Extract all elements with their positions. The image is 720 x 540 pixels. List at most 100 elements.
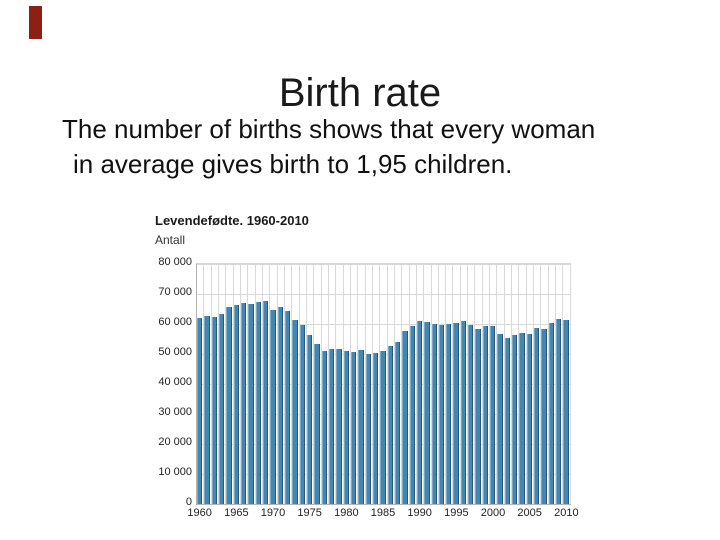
bar — [490, 326, 496, 504]
page-title: Birth rate — [278, 70, 442, 115]
bar — [321, 351, 327, 504]
bar — [446, 323, 452, 504]
x-axis-tick-label: 1980 — [334, 507, 359, 519]
bar-column — [328, 264, 337, 504]
bar-column — [204, 264, 212, 504]
slide-accent-bar — [29, 6, 42, 39]
body-text-line-1: The number of births shows that every wo… — [62, 114, 596, 144]
bar — [380, 350, 386, 504]
bar — [226, 307, 232, 504]
bar — [292, 320, 298, 504]
bar — [409, 326, 415, 504]
bar-column — [358, 264, 366, 504]
bar-column — [548, 264, 557, 504]
x-axis-tick-label: 2005 — [517, 507, 542, 519]
y-axis-tick-label: 80 000 — [158, 256, 192, 268]
bar-column — [350, 264, 359, 504]
bar-column — [490, 264, 498, 504]
bar — [497, 333, 503, 504]
bar-column — [416, 264, 425, 504]
bar-column — [446, 264, 454, 504]
bar — [365, 354, 371, 504]
bar — [394, 341, 401, 504]
x-axis-tick-label: 1965 — [224, 507, 249, 519]
bar-column — [343, 264, 351, 504]
bar-column — [380, 264, 388, 504]
y-axis-tick-label: 50 000 — [158, 346, 192, 358]
bar — [402, 331, 408, 504]
bar-column — [240, 264, 249, 504]
bar — [350, 351, 357, 504]
bar-column — [292, 264, 300, 504]
bar-column — [409, 264, 417, 504]
births-bar-chart: Levendefødte. 1960-2010 Antall 0 10 000 20… — [150, 213, 610, 535]
bar — [248, 303, 254, 504]
bar-column — [372, 264, 381, 504]
y-axis-tick-label: 60 000 — [158, 316, 192, 328]
bar-column — [336, 264, 344, 504]
bar — [299, 325, 305, 504]
x-axis-tick-label: 2000 — [480, 507, 506, 519]
gridline-horizontal — [197, 264, 571, 265]
y-axis-tick-label: 30 000 — [158, 406, 192, 418]
bar — [284, 311, 291, 504]
bar-column — [262, 264, 271, 504]
bar-column — [519, 264, 527, 504]
gridline-horizontal — [197, 324, 571, 325]
bar — [512, 334, 518, 504]
bar-column — [314, 264, 322, 504]
bar-column — [277, 264, 285, 504]
bar-column — [534, 264, 542, 504]
bar — [504, 337, 511, 504]
bar — [475, 328, 481, 504]
bar — [431, 323, 437, 504]
bar-column — [321, 264, 329, 504]
bar-column — [482, 264, 491, 504]
bar-column — [365, 264, 373, 504]
bar-column — [394, 264, 403, 504]
bar — [233, 305, 239, 504]
bar — [270, 310, 276, 504]
bar-column — [475, 264, 483, 504]
bar — [314, 343, 320, 504]
bar-column — [197, 264, 205, 504]
bar — [548, 322, 555, 504]
bar-column — [211, 264, 219, 504]
bar-column — [387, 264, 395, 504]
bar — [262, 300, 269, 504]
bar-column — [497, 264, 505, 504]
bar-column — [468, 264, 476, 504]
bar-column — [270, 264, 278, 504]
x-axis-tick-label: 1995 — [444, 507, 469, 519]
x-axis-tick-label: 1970 — [260, 507, 286, 519]
y-axis-tick-label: 10 000 — [158, 466, 192, 478]
bar — [416, 321, 423, 504]
bar-column — [255, 264, 263, 504]
bar — [336, 349, 342, 504]
bar-column — [504, 264, 513, 504]
y-axis-tick-label: 40 000 — [158, 376, 192, 388]
bar-column — [284, 264, 293, 504]
bar-column — [402, 264, 410, 504]
bar-column — [299, 264, 307, 504]
x-axis-tick-label: 1985 — [370, 507, 396, 519]
bar — [556, 318, 562, 504]
bar — [358, 350, 364, 504]
chart-title: Levendefødte. 1960-2010 — [155, 213, 309, 228]
bar-column — [460, 264, 469, 504]
bar-column — [306, 264, 315, 504]
bar-column — [226, 264, 234, 504]
bar — [541, 328, 547, 504]
bar-column — [248, 264, 256, 504]
bar — [240, 302, 247, 504]
bar-column — [453, 264, 461, 504]
gridline-horizontal — [197, 294, 571, 295]
bar — [453, 323, 459, 504]
bar-column — [512, 264, 520, 504]
bar — [204, 316, 210, 504]
bar — [526, 333, 533, 504]
bar — [211, 317, 217, 504]
y-axis-tick-label: 70 000 — [158, 286, 192, 298]
bar-column — [526, 264, 535, 504]
chart-plot-area — [196, 263, 571, 505]
